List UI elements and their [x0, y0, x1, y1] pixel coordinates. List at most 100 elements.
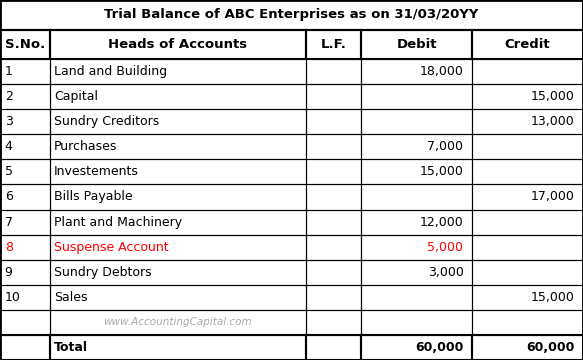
Bar: [50, 30, 306, 59]
Bar: [306, 109, 361, 134]
Bar: [50, 84, 306, 109]
Text: 3: 3: [5, 115, 13, 128]
Text: Total: Total: [54, 341, 88, 354]
Bar: [472, 159, 583, 184]
Text: 13,000: 13,000: [531, 115, 574, 128]
Text: Purchases: Purchases: [54, 140, 118, 153]
Bar: [50, 159, 306, 184]
Bar: [306, 59, 361, 84]
Text: Trial Balance of ABC Enterprises as on 31/03/20YY: Trial Balance of ABC Enterprises as on 3…: [104, 8, 479, 21]
Bar: [472, 134, 583, 159]
Bar: [306, 235, 361, 260]
Bar: [50, 235, 306, 260]
Bar: [472, 30, 583, 59]
Bar: [0, 335, 50, 360]
Bar: [361, 159, 472, 184]
Bar: [361, 84, 472, 109]
Text: 2: 2: [5, 90, 13, 103]
Bar: [50, 184, 306, 210]
Text: 15,000: 15,000: [420, 165, 463, 179]
Bar: [0, 159, 50, 184]
Bar: [361, 184, 472, 210]
Text: 6: 6: [5, 190, 13, 203]
Bar: [361, 310, 472, 335]
Text: Credit: Credit: [505, 38, 550, 51]
Bar: [0, 235, 50, 260]
Text: Investements: Investements: [54, 165, 139, 179]
Bar: [0, 184, 50, 210]
Bar: [0, 285, 50, 310]
Bar: [472, 310, 583, 335]
Bar: [361, 30, 472, 59]
Bar: [306, 210, 361, 235]
Bar: [361, 285, 472, 310]
Text: www.AccountingCapital.com: www.AccountingCapital.com: [104, 318, 252, 327]
Bar: [306, 260, 361, 285]
Bar: [472, 59, 583, 84]
Bar: [361, 109, 472, 134]
Text: 3,000: 3,000: [427, 266, 463, 279]
Bar: [361, 235, 472, 260]
Text: 8: 8: [5, 240, 13, 254]
Bar: [361, 134, 472, 159]
Bar: [50, 285, 306, 310]
Bar: [306, 184, 361, 210]
Text: Debit: Debit: [396, 38, 437, 51]
Text: Capital: Capital: [54, 90, 98, 103]
Text: 10: 10: [5, 291, 20, 304]
Text: 1: 1: [5, 65, 13, 78]
Bar: [0, 260, 50, 285]
Bar: [472, 235, 583, 260]
Bar: [306, 159, 361, 184]
Bar: [50, 59, 306, 84]
Bar: [50, 134, 306, 159]
Text: S.No.: S.No.: [5, 38, 45, 51]
Bar: [472, 260, 583, 285]
Bar: [306, 310, 361, 335]
Bar: [0, 59, 50, 84]
Bar: [472, 285, 583, 310]
Bar: [472, 184, 583, 210]
Bar: [50, 335, 306, 360]
Bar: [361, 59, 472, 84]
Bar: [472, 84, 583, 109]
Bar: [0, 109, 50, 134]
Bar: [361, 260, 472, 285]
Bar: [306, 335, 361, 360]
Text: 5: 5: [5, 165, 13, 179]
Text: Plant and Machinery: Plant and Machinery: [54, 216, 182, 229]
Text: Bills Payable: Bills Payable: [54, 190, 133, 203]
Bar: [306, 285, 361, 310]
Text: 15,000: 15,000: [531, 90, 574, 103]
Text: Sundry Debtors: Sundry Debtors: [54, 266, 152, 279]
Text: L.F.: L.F.: [321, 38, 347, 51]
Text: 9: 9: [5, 266, 13, 279]
Text: 7,000: 7,000: [427, 140, 463, 153]
Bar: [50, 109, 306, 134]
Bar: [472, 109, 583, 134]
Text: 60,000: 60,000: [526, 341, 574, 354]
Bar: [361, 210, 472, 235]
Text: Sales: Sales: [54, 291, 87, 304]
Bar: [0, 210, 50, 235]
Text: Sundry Creditors: Sundry Creditors: [54, 115, 160, 128]
Text: 12,000: 12,000: [420, 216, 463, 229]
Bar: [0, 84, 50, 109]
Text: 5,000: 5,000: [427, 240, 463, 254]
Text: Suspense Account: Suspense Account: [54, 240, 169, 254]
Text: 15,000: 15,000: [531, 291, 574, 304]
Text: 18,000: 18,000: [420, 65, 463, 78]
Text: 4: 4: [5, 140, 13, 153]
Bar: [472, 335, 583, 360]
Text: 17,000: 17,000: [531, 190, 574, 203]
Bar: [306, 84, 361, 109]
Bar: [306, 134, 361, 159]
Text: 60,000: 60,000: [415, 341, 463, 354]
Bar: [0, 30, 50, 59]
Text: Heads of Accounts: Heads of Accounts: [108, 38, 247, 51]
Bar: [0, 0, 583, 30]
Bar: [472, 210, 583, 235]
Bar: [0, 134, 50, 159]
Text: Land and Building: Land and Building: [54, 65, 167, 78]
Text: 7: 7: [5, 216, 13, 229]
